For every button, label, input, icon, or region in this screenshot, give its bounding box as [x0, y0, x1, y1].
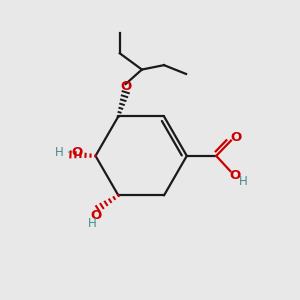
Text: O: O: [229, 169, 240, 182]
Text: H: H: [239, 175, 248, 188]
Text: O: O: [91, 208, 102, 222]
Text: O: O: [71, 146, 82, 159]
Text: O: O: [121, 80, 132, 93]
Text: ·: ·: [67, 146, 71, 160]
Text: H: H: [88, 218, 97, 230]
Text: O: O: [231, 131, 242, 144]
Text: H: H: [55, 146, 64, 159]
